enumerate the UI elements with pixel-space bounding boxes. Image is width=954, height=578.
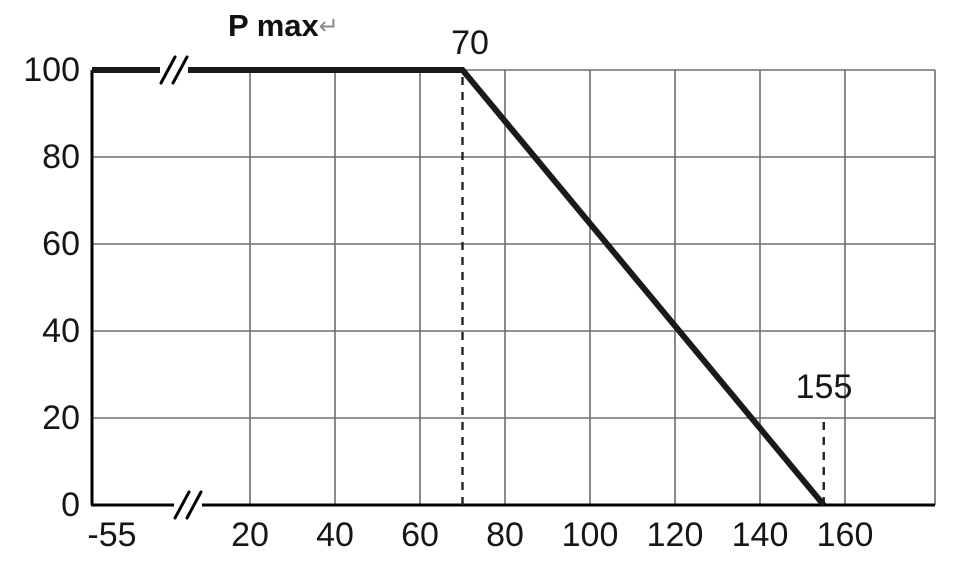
annotation-70: 70 — [451, 24, 489, 62]
x-tick-label: 20 — [231, 516, 269, 554]
x-tick-label: 40 — [316, 516, 354, 554]
x-tick-label: 80 — [486, 516, 524, 554]
x-tick-label: 160 — [816, 516, 874, 554]
y-tick-label: 60 — [42, 225, 80, 263]
x-tick-label: 100 — [561, 516, 619, 554]
y-tick-label: 40 — [42, 312, 80, 350]
x-tick-label: 120 — [646, 516, 704, 554]
x-tick-label: 60 — [401, 516, 439, 554]
return-mark-icon: ↵ — [318, 12, 339, 40]
x-tick-label: -55 — [87, 516, 137, 554]
x-tick-label: 140 — [731, 516, 789, 554]
y-tick-label: 80 — [42, 138, 80, 176]
annotation-155: 155 — [795, 368, 853, 406]
chart-title: P max↵ — [228, 8, 339, 44]
chart-title-text: P max — [228, 8, 319, 43]
y-tick-label: 0 — [61, 486, 80, 524]
y-tick-label: 20 — [42, 399, 80, 437]
y-tick-label: 100 — [23, 51, 80, 89]
